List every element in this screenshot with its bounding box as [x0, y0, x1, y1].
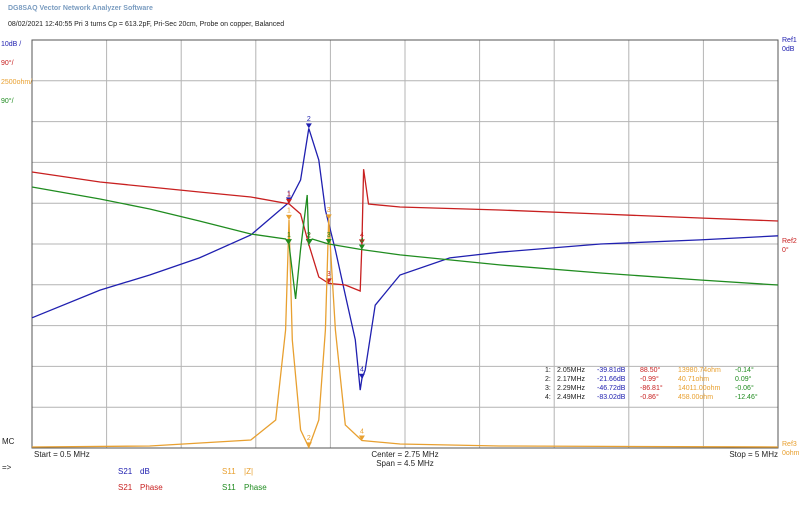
scale-label: 90°/	[1, 59, 14, 67]
marker	[285, 198, 292, 204]
legend-name: S21	[118, 467, 133, 476]
scale-label: 2500ohm/	[1, 79, 32, 86]
marker	[358, 239, 365, 245]
marker-id: 1	[287, 190, 291, 197]
marker-table-cell: -86.81°	[640, 384, 663, 392]
marker-table-cell: -39.81dB	[597, 367, 626, 374]
marker-table-cell: 0.09°	[735, 375, 752, 383]
ref-label: 0ohm	[782, 450, 800, 457]
marker-table-cell: 2.05MHz	[557, 367, 586, 374]
legend-name: S21	[118, 483, 133, 492]
marker	[305, 238, 312, 244]
marker	[325, 214, 332, 220]
marker	[305, 123, 312, 129]
marker	[285, 214, 292, 220]
marker-id: 4	[360, 232, 364, 239]
left-label: MC	[2, 437, 15, 446]
marker-table-cell: -0.99°	[640, 375, 659, 383]
marker-table-cell: 88.50°	[640, 366, 661, 374]
marker	[285, 239, 292, 245]
marker	[305, 442, 312, 448]
trace	[31, 128, 779, 391]
ref-label: Ref2	[782, 238, 797, 245]
marker-table-cell: 458.00ohm	[678, 394, 713, 401]
marker-id: 2	[307, 435, 311, 442]
marker-id: 4	[360, 367, 364, 374]
marker-id: 1	[287, 232, 291, 239]
marker	[358, 435, 365, 441]
stop-label: Stop = 5 MHz	[729, 450, 778, 459]
marker-table-cell: -46.72dB	[597, 385, 626, 392]
legend-quantity: |Z|	[244, 467, 253, 476]
ref-label: Ref1	[782, 37, 797, 44]
trace	[31, 186, 779, 299]
marker-table-cell: 4:	[545, 394, 551, 401]
legend-quantity: Phase	[140, 483, 163, 492]
marker-id: 4	[360, 237, 364, 244]
marker-table-cell: 40.71ohm	[678, 376, 709, 383]
marker	[358, 244, 365, 250]
marker-id: 3	[327, 271, 331, 278]
marker	[325, 239, 332, 245]
ref-label: Ref3	[782, 441, 797, 448]
marker-table-cell: -83.02dB	[597, 394, 626, 401]
scale-label: 90°/	[1, 97, 14, 105]
marker-id: 2	[307, 116, 311, 123]
marker-table-cell: -21.66dB	[597, 376, 626, 383]
start-label: Start = 0.5 MHz	[34, 450, 90, 459]
marker-table-cell: 2:	[545, 376, 551, 383]
trace	[31, 219, 779, 449]
marker-table-cell: 2.49MHz	[557, 394, 586, 401]
plot-border	[31, 39, 779, 449]
scale-label: 10dB /	[1, 41, 21, 48]
trace	[31, 169, 779, 292]
app-title: DG8SAQ Vector Network Analyzer Software	[8, 5, 153, 12]
marker-id: 2	[307, 232, 311, 239]
marker-table-cell: -0.06°	[735, 384, 754, 392]
header: 08/02/2021 12:40:55 Pri 3 turns Cp = 613…	[8, 21, 284, 28]
marker-table-cell: 2.29MHz	[557, 385, 586, 392]
ref-label: 0dB	[782, 46, 795, 53]
legend-name: S11	[222, 483, 236, 492]
arrow-label: =>	[2, 463, 12, 472]
marker-table-cell: -12.46°	[735, 393, 758, 401]
span-label: Span = 4.5 MHz	[376, 459, 434, 468]
legend-quantity: dB	[140, 467, 150, 476]
marker-id: 3	[327, 207, 331, 214]
marker-id: 1	[287, 208, 291, 215]
marker-table-cell: 14011.00ohm	[678, 385, 720, 392]
marker-id: 3	[327, 232, 331, 239]
marker-table-cell: 13980.74ohm	[678, 367, 721, 374]
marker-table-cell: 3:	[545, 385, 551, 392]
legend-name: S11	[222, 467, 236, 476]
marker	[358, 373, 365, 379]
marker-table-cell: 2.17MHz	[557, 376, 586, 383]
center-label: Center = 2.75 MHz	[371, 450, 438, 459]
marker-table-cell: -0.86°	[640, 393, 659, 401]
marker-id: 4	[360, 428, 364, 435]
legend-quantity: Phase	[244, 483, 267, 492]
ref-label: 0°	[782, 246, 789, 254]
marker-id: 1	[287, 192, 291, 199]
marker-table-cell: -0.14°	[735, 366, 754, 374]
marker-table-cell: 1:	[545, 367, 551, 374]
